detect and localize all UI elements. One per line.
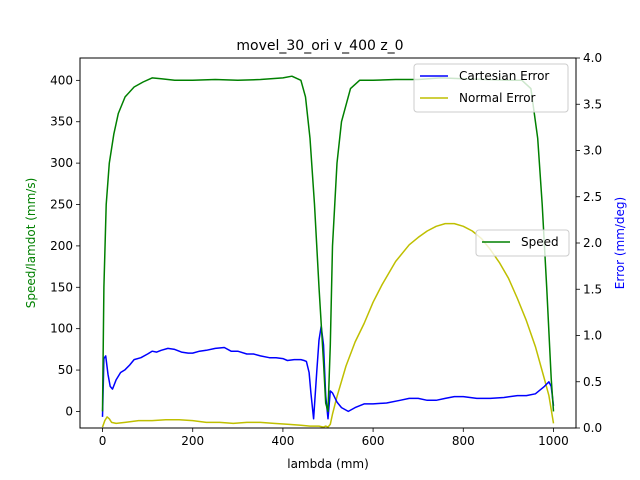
right-y-tick-label: 1.0 <box>583 329 602 343</box>
right-y-tick-label: 1.5 <box>583 282 602 296</box>
series-line-cartesian-error <box>101 325 555 420</box>
x-axis-label: lambda (mm) <box>287 457 369 471</box>
legend-cartesian-label: Cartesian Error <box>459 69 549 83</box>
right-y-tick-label: 0.0 <box>583 421 602 435</box>
legend-errors-box <box>413 63 569 113</box>
x-axis: 0 200 400 600 800 1000 <box>99 428 569 448</box>
legend-errors: Cartesian Error Normal Error <box>413 63 569 113</box>
right-y-tick-label: 3.0 <box>583 144 602 158</box>
x-tick-label: 800 <box>452 434 475 448</box>
chart-title: movel_30_ori v_400 z_0 <box>236 38 403 54</box>
legend-speed-box <box>475 229 570 257</box>
x-tick-label: 0 <box>99 434 107 448</box>
legend-speed-label: Speed <box>521 235 559 249</box>
x-tick-label: 1000 <box>538 434 569 448</box>
left-y-tick-label: 350 <box>50 115 73 129</box>
right-y-axis-label: Error (mm/deg) <box>613 197 627 289</box>
left-y-tick-label: 250 <box>50 198 73 212</box>
right-y-tick-label: 2.0 <box>583 236 602 250</box>
left-y-tick-label: 50 <box>58 363 73 377</box>
legend-speed: Speed <box>475 229 570 257</box>
left-y-tick-label: 200 <box>50 239 73 253</box>
x-tick-label: 400 <box>271 434 294 448</box>
left-y-tick-label: 0 <box>65 404 73 418</box>
right-y-tick-label: 2.5 <box>583 190 602 204</box>
left-y-axis: 0 50 100 150 200 250 300 350 400 <box>50 73 80 418</box>
right-y-tick-label: 4.0 <box>583 51 602 65</box>
left-y-axis-label: Speed/lamdot (mm/s) <box>24 178 38 309</box>
left-y-tick-label: 100 <box>50 322 73 336</box>
left-y-tick-label: 400 <box>50 73 73 87</box>
right-y-tick-label: 0.5 <box>583 375 602 389</box>
left-y-tick-label: 300 <box>50 156 73 170</box>
left-y-tick-label: 150 <box>50 280 73 294</box>
x-tick-label: 200 <box>181 434 204 448</box>
right-y-tick-label: 3.5 <box>583 97 602 111</box>
x-tick-label: 600 <box>362 434 385 448</box>
legend-normal-label: Normal Error <box>459 91 536 105</box>
right-y-axis: 0.0 0.5 1.0 1.5 2.0 2.5 3.0 3.5 4.0 <box>576 51 602 435</box>
